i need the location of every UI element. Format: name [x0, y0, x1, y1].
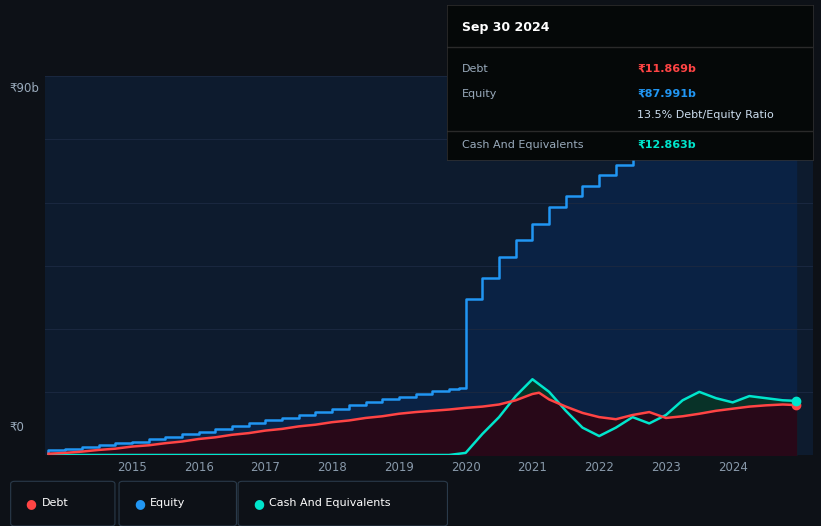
Text: ₹11.869b: ₹11.869b — [637, 64, 696, 74]
Text: ₹12.863b: ₹12.863b — [637, 140, 696, 150]
Text: Debt: Debt — [462, 64, 488, 74]
Text: Equity: Equity — [462, 89, 498, 99]
Text: ₹90b: ₹90b — [10, 82, 39, 95]
Text: ●: ● — [25, 497, 36, 510]
Text: Cash And Equivalents: Cash And Equivalents — [269, 498, 391, 509]
Text: Debt: Debt — [42, 498, 69, 509]
Text: ●: ● — [253, 497, 264, 510]
Text: Sep 30 2024: Sep 30 2024 — [462, 21, 549, 34]
Text: ₹0: ₹0 — [10, 421, 25, 434]
Text: ●: ● — [134, 497, 144, 510]
Text: ₹87.991b: ₹87.991b — [637, 89, 696, 99]
Text: Equity: Equity — [150, 498, 186, 509]
Text: 13.5% Debt/Equity Ratio: 13.5% Debt/Equity Ratio — [637, 110, 774, 120]
Text: Cash And Equivalents: Cash And Equivalents — [462, 140, 584, 150]
